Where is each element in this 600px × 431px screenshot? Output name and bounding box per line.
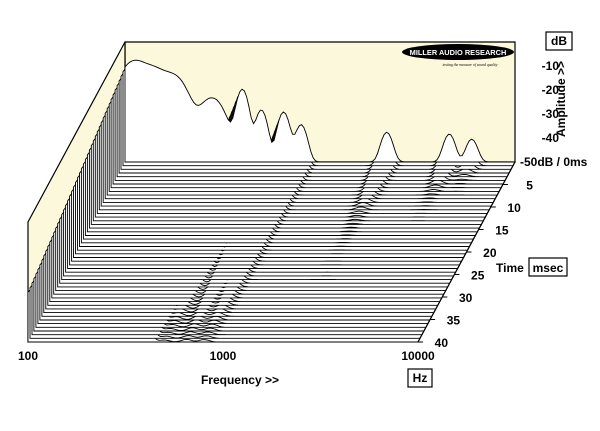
amplitude-tick-label: -10 bbox=[542, 59, 560, 73]
frequency-tick-labels: 100 1000 10000 bbox=[18, 349, 435, 363]
frequency-tick-label: 100 bbox=[18, 349, 38, 363]
frequency-axis-label: Frequency >> bbox=[201, 373, 279, 387]
logo: MILLER AUDIO RESEARCH testing the measur… bbox=[402, 44, 514, 67]
logo-tagline: testing the measure of sound quality bbox=[443, 63, 498, 67]
amplitude-axis-label: Amplitude >> bbox=[554, 61, 568, 137]
waterfall-slice bbox=[124, 59, 515, 163]
time-tick-label: 20 bbox=[483, 246, 497, 260]
frequency-tick-label: 10000 bbox=[401, 349, 435, 363]
msec-unit-label: msec bbox=[533, 261, 564, 275]
time-tick-label: 25 bbox=[471, 269, 485, 283]
waterfall-slices bbox=[27, 59, 515, 343]
db-unit-label: dB bbox=[551, 34, 567, 48]
hz-unit-label: Hz bbox=[413, 371, 428, 385]
msec-unit-box bbox=[528, 257, 568, 277]
hz-unit-box bbox=[407, 368, 433, 388]
amplitude-tick-label: -30 bbox=[542, 107, 560, 121]
amplitude-tick-label: -50dB / 0ms bbox=[520, 155, 588, 169]
amplitude-tick-labels: 0-10-20-30-40-50dB / 0ms bbox=[520, 35, 588, 169]
db-unit-box bbox=[545, 31, 573, 51]
amplitude-tick-label: -40 bbox=[542, 131, 560, 145]
logo-oval bbox=[402, 44, 514, 60]
frequency-tick-label: 1000 bbox=[210, 349, 237, 363]
time-tick-label: 5 bbox=[526, 179, 533, 193]
time-tick-label: 35 bbox=[447, 314, 461, 328]
time-tick-label: 30 bbox=[459, 291, 473, 305]
time-tick-label: 15 bbox=[495, 224, 509, 238]
amplitude-tick-label: -20 bbox=[542, 83, 560, 97]
logo-name: MILLER AUDIO RESEARCH bbox=[410, 48, 507, 57]
time-tick-label: 10 bbox=[507, 201, 521, 215]
time-tick-labels: 5 10 15 20 25 30 35 40 bbox=[418, 179, 533, 350]
time-tick-label: 40 bbox=[435, 336, 449, 350]
time-axis-label: Time bbox=[496, 261, 524, 275]
